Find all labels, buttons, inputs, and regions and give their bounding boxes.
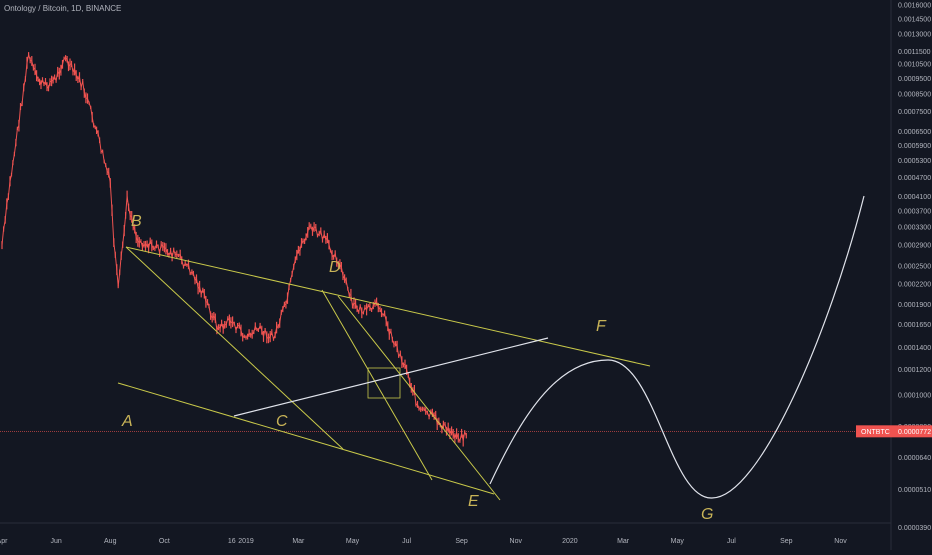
y-tick-label: 0.0001400	[898, 345, 931, 352]
x-tick-label: 2020	[562, 538, 578, 545]
x-tick-label: Sep	[455, 538, 468, 545]
d-to-e-line	[321, 289, 433, 481]
y-tick-label: 0.0004700	[898, 175, 931, 182]
x-tick-label: Jul	[402, 538, 411, 545]
price-line	[1, 54, 467, 443]
y-tick-label: 0.0001650	[898, 322, 931, 329]
y-axis: 0.0016000 0.0014500 0.0013000 0.0011500 0.00…	[898, 3, 931, 532]
y-tick-label: 0.0008500	[898, 91, 931, 98]
x-tick-label: Oct	[159, 538, 170, 545]
y-tick-label: 0.0004100	[898, 194, 931, 201]
y-tick-label: 0.0006500	[898, 129, 931, 136]
wave-label-a: A	[121, 413, 133, 430]
last-price-tag: ONTBTC 0.0000772	[856, 425, 932, 438]
y-tick-label: 0.0002500	[898, 264, 931, 271]
x-tick-label: May	[346, 538, 360, 545]
y-tick-label: 0.0003300	[898, 225, 931, 232]
x-tick-label: 16	[228, 538, 236, 545]
y-tick-label: 0.0007500	[898, 109, 931, 116]
price-area	[0, 52, 891, 447]
price-tag-value: 0.0000772	[898, 429, 931, 436]
projection-curve	[489, 195, 865, 499]
d-to-e-inner-line	[337, 295, 501, 501]
x-tick-label: Sep	[780, 538, 793, 545]
y-tick-label: 0.0016000	[898, 3, 931, 10]
x-tick-label: Mar	[292, 538, 305, 545]
y-tick-label: 0.0011500	[898, 49, 931, 56]
x-tick-label: Jul	[727, 538, 736, 545]
x-tick-label: Jun	[50, 538, 61, 545]
x-tick-label: Nov	[510, 538, 523, 545]
wave-label-c: C	[276, 413, 288, 430]
y-tick-label: 0.0000640	[898, 455, 931, 462]
x-tick-label: 2019	[238, 538, 254, 545]
x-tick-label: Apr	[0, 538, 8, 545]
x-tick-label: Mar	[617, 538, 630, 545]
x-tick-label: Nov	[834, 538, 847, 545]
y-tick-label: 0.0014500	[898, 16, 931, 23]
x-tick-label: Aug	[104, 538, 117, 545]
y-tick-label: 0.0001900	[898, 302, 931, 309]
x-tick-label: May	[671, 538, 685, 545]
wave-label-d: D	[329, 259, 341, 276]
consolidation-box	[367, 367, 401, 399]
price-candles	[1, 52, 467, 447]
wave-label-g: G	[701, 506, 713, 523]
channel-lower-line	[117, 382, 495, 495]
wave-labels: A B C D E F G	[121, 213, 713, 523]
y-tick-label: 0.0002900	[898, 243, 931, 250]
y-tick-label: 0.0010500	[898, 62, 931, 69]
chart-title: Ontology / Bitcoin, 1D, BINANCE	[4, 4, 122, 13]
y-tick-label: 0.0013000	[898, 32, 931, 39]
y-tick-label: 0.0001200	[898, 367, 931, 374]
price-tag-bg	[856, 425, 932, 438]
wave-label-b: B	[131, 213, 142, 230]
wave-label-f: F	[596, 318, 607, 335]
wave-label-e: E	[468, 493, 479, 510]
drawings	[117, 195, 865, 501]
y-tick-label: 0.0003700	[898, 208, 931, 215]
y-tick-label: 0.0000390	[898, 525, 931, 532]
price-tag-symbol: ONTBTC	[861, 429, 890, 436]
channel-upper-line	[125, 246, 651, 367]
y-tick-label: 0.0009500	[898, 76, 931, 83]
y-tick-label: 0.0001000	[898, 392, 931, 399]
y-tick-label: 0.0000510	[898, 487, 931, 494]
y-tick-label: 0.0005900	[898, 143, 931, 150]
y-tick-label: 0.0005300	[898, 158, 931, 165]
neckline	[233, 337, 549, 417]
y-tick-label: 0.0002200	[898, 282, 931, 289]
b-to-c-line	[125, 246, 344, 450]
